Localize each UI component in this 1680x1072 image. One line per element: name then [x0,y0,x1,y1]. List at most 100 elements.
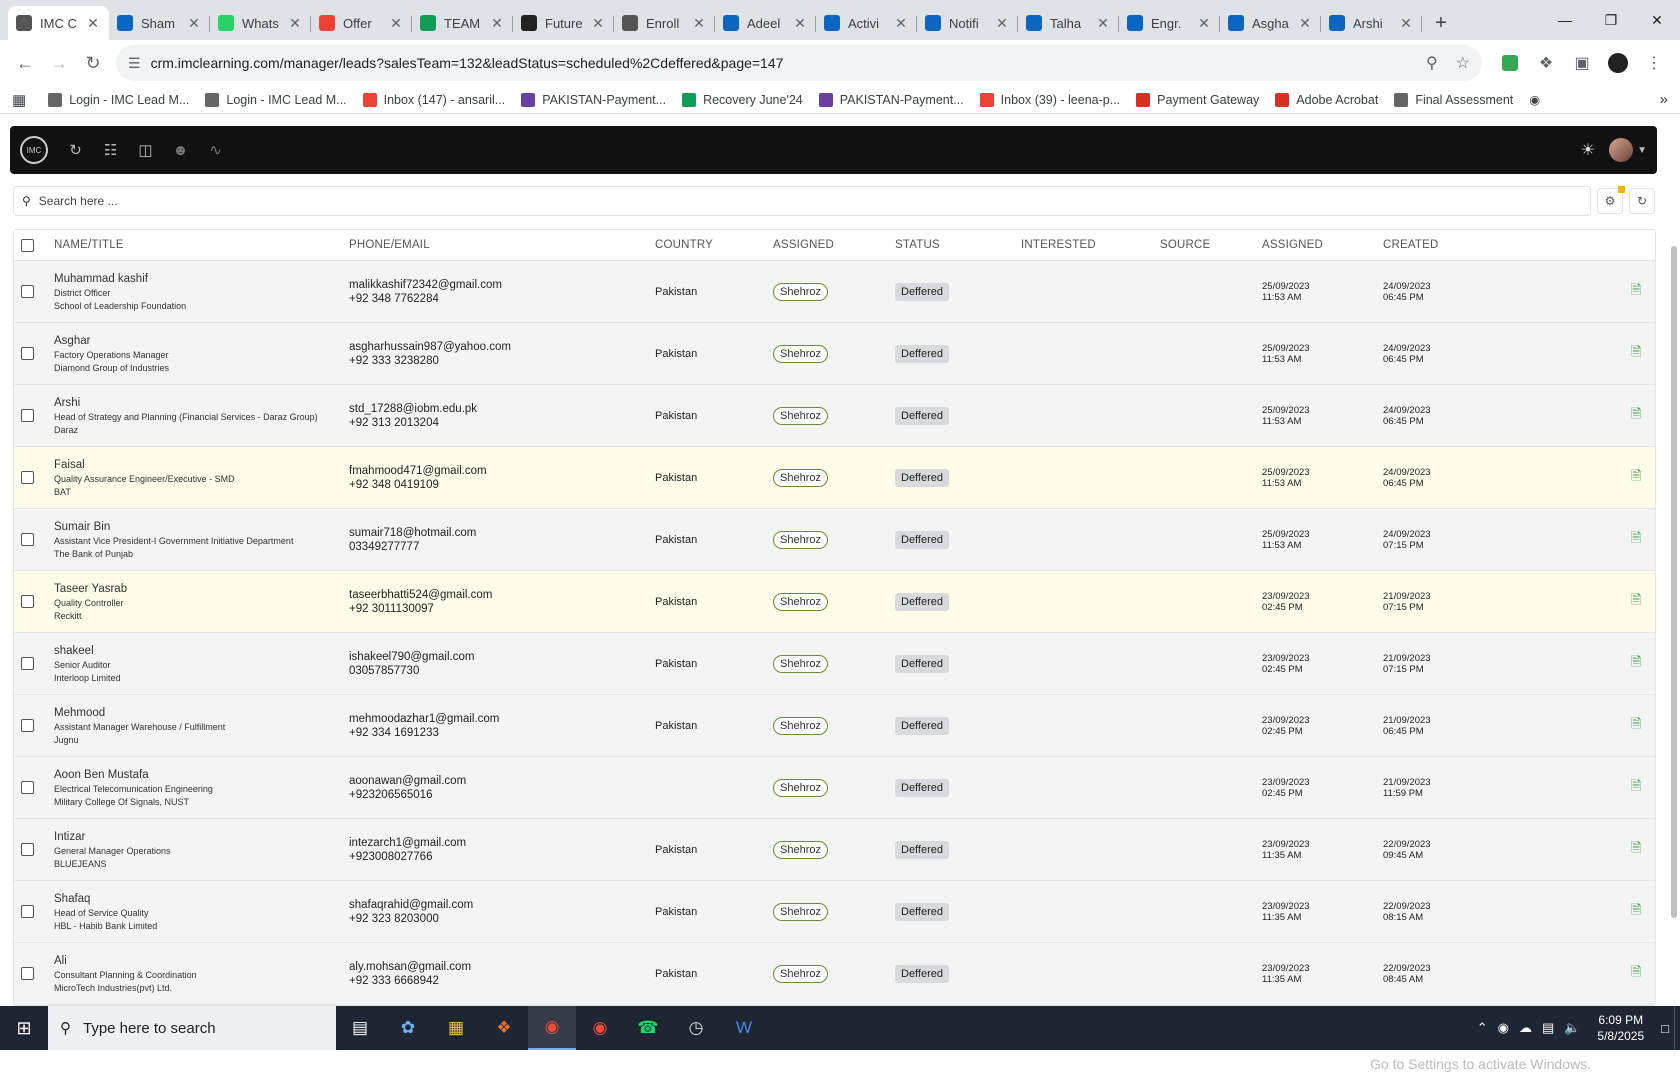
clock-app-icon[interactable]: ◷ [688,1018,704,1037]
tab-6[interactable]: Enroll ✕ [614,6,715,40]
tab-9[interactable]: Notifi ✕ [917,6,1018,40]
lead-phone[interactable]: 03349277777 [349,540,420,553]
lead-name[interactable]: Intizar [54,830,86,843]
bookmark-extra-icon[interactable]: ◉ [1529,93,1541,107]
table-row[interactable]: Faisal Quality Assurance Engineer/Executi… [14,447,1655,509]
forward-button[interactable]: → [50,52,68,73]
omnibox[interactable]: ☰ crm.imclearning.com/manager/leads?sale… [116,45,1482,81]
status-badge[interactable]: Deffered [895,468,949,487]
close-tab-icon[interactable]: ✕ [693,14,705,31]
bookmark-item[interactable]: Inbox (147) - ansaril... [362,92,505,107]
user-icon[interactable]: ☻ [172,141,189,159]
table-row[interactable]: Mehmood Assistant Manager Warehouse / Ful… [14,695,1655,757]
profile-avatar-icon[interactable] [1600,45,1636,81]
copilot-icon[interactable]: ✿ [400,1018,416,1037]
row-checkbox[interactable] [21,657,34,670]
lead-phone[interactable]: +92 333 3238280 [349,354,439,367]
more-bookmarks-icon[interactable]: » [1659,91,1668,108]
lead-phone[interactable]: +92 323 8203000 [349,912,439,925]
maximize-button[interactable]: ❐ [1604,11,1618,28]
bookmark-item[interactable]: Login - IMC Lead M... [48,92,189,107]
table-row[interactable]: Aoon Ben Mustafa Electrical Telecomunicat… [14,757,1655,819]
lead-phone[interactable]: 03057857730 [349,664,420,677]
meet-icon[interactable]: ◉ [1497,1020,1509,1035]
document-icon[interactable]: 🗎 [1631,591,1642,607]
lead-name[interactable]: Faisal [54,458,85,471]
row-checkbox[interactable] [21,781,34,794]
lead-email[interactable]: shafaqrahid@gmail.com [349,898,474,911]
col-phone-email[interactable]: PHONE/EMAIL [349,239,430,251]
lead-email[interactable]: malikkashif72342@gmail.com [349,278,502,291]
lead-name[interactable]: shakeel [54,644,94,657]
tab-11[interactable]: Engr. ✕ [1119,6,1220,40]
lead-email[interactable]: fmahmood471@gmail.com [349,464,487,477]
status-badge[interactable]: Deffered [895,840,949,859]
close-tab-icon[interactable]: ✕ [1198,14,1210,31]
lead-email[interactable]: taseerbhatti524@gmail.com [349,588,493,601]
close-tab-icon[interactable]: ✕ [592,14,604,31]
whatsapp-icon[interactable]: ☎ [637,1018,659,1037]
status-badge[interactable]: Deffered [895,902,949,921]
tab-3[interactable]: Offer ✕ [311,6,412,40]
close-window-button[interactable]: ✕ [1651,11,1663,28]
tab-5[interactable]: Future ✕ [513,6,614,40]
menu-kebab-icon[interactable]: ⋮ [1646,55,1662,72]
reload-button[interactable]: ↻ [85,52,101,73]
close-tab-icon[interactable]: ✕ [390,14,402,31]
bookmark-item[interactable]: Inbox (39) - leena-p... [979,92,1120,107]
table-row[interactable]: Shafaq Head of Service Quality HBL - Habib… [14,881,1655,943]
table-row[interactable]: Taseer Yasrab Quality Controller Reckitt ta… [14,571,1655,633]
assigned-badge[interactable]: Shehroz [773,778,828,797]
bookmark-item[interactable]: Payment Gateway [1136,92,1259,107]
lead-email[interactable]: std_17288@iobm.edu.pk [349,402,478,415]
assigned-badge[interactable]: Shehroz [773,902,828,921]
status-badge[interactable]: Deffered [895,964,949,983]
status-badge[interactable]: Deffered [895,344,949,363]
minimize-button[interactable]: — [1558,12,1572,28]
search-box[interactable]: ⚲ [13,186,1591,216]
zoom-icon[interactable]: ⚲ [1425,55,1438,72]
col-status[interactable]: STATUS [895,239,940,251]
assigned-badge[interactable]: Shehroz [773,964,828,983]
close-tab-icon[interactable]: ✕ [87,14,99,31]
lead-email[interactable]: aoonawan@gmail.com [349,774,467,787]
chevron-down-icon[interactable]: ▼ [1637,144,1647,156]
refresh-leads-icon[interactable]: ↻ [69,142,82,159]
col-interested[interactable]: INTERESTED [1021,239,1096,251]
document-icon[interactable]: 🗎 [1631,901,1642,917]
bookmark-item[interactable]: Final Assessment [1394,92,1513,107]
status-badge[interactable]: Deffered [895,406,949,425]
extensions-puzzle-icon[interactable]: ❖ [1538,55,1554,72]
lead-name[interactable]: Taseer Yasrab [54,582,128,595]
close-tab-icon[interactable]: ✕ [289,14,301,31]
close-tab-icon[interactable]: ✕ [1097,14,1109,31]
tab-0[interactable]: IMC C ✕ [8,6,109,40]
table-row[interactable]: Muhammad kashif District Officer School of… [14,261,1655,323]
document-icon[interactable]: 🗎 [1631,281,1642,297]
document-icon[interactable]: 🗎 [1631,529,1642,545]
assigned-badge[interactable]: Shehroz [773,840,828,859]
activity-icon[interactable]: ∿ [209,142,222,159]
status-badge[interactable]: Deffered [895,716,949,735]
col-assigned[interactable]: ASSIGNED [773,239,835,251]
assigned-badge[interactable]: Shehroz [773,592,828,611]
table-row[interactable]: Asghar Factory Operations Manager Diamond … [14,323,1655,385]
back-button[interactable]: ← [16,52,34,73]
row-checkbox[interactable] [21,719,34,732]
status-badge[interactable]: Deffered [895,778,949,797]
page-scrollbar[interactable] [1671,246,1677,918]
tab-8[interactable]: Activi ✕ [816,6,917,40]
tab-2[interactable]: Whats ✕ [210,6,311,40]
lead-phone[interactable]: +92 348 0419109 [349,478,439,491]
url-text[interactable]: crm.imclearning.com/manager/leads?salesT… [150,55,784,71]
col-source[interactable]: SOURCE [1160,239,1211,251]
assigned-badge[interactable]: Shehroz [773,716,828,735]
status-badge[interactable]: Deffered [895,282,949,301]
document-icon[interactable]: 🗎 [1631,653,1642,669]
document-icon[interactable]: 🗎 [1631,467,1642,483]
close-tab-icon[interactable]: ✕ [1299,14,1311,31]
document-icon[interactable]: 🗎 [1631,343,1642,359]
lead-phone[interactable]: +92 313 2013204 [349,416,439,429]
user-avatar[interactable] [1609,138,1634,162]
document-icon[interactable]: ◫ [138,142,153,159]
